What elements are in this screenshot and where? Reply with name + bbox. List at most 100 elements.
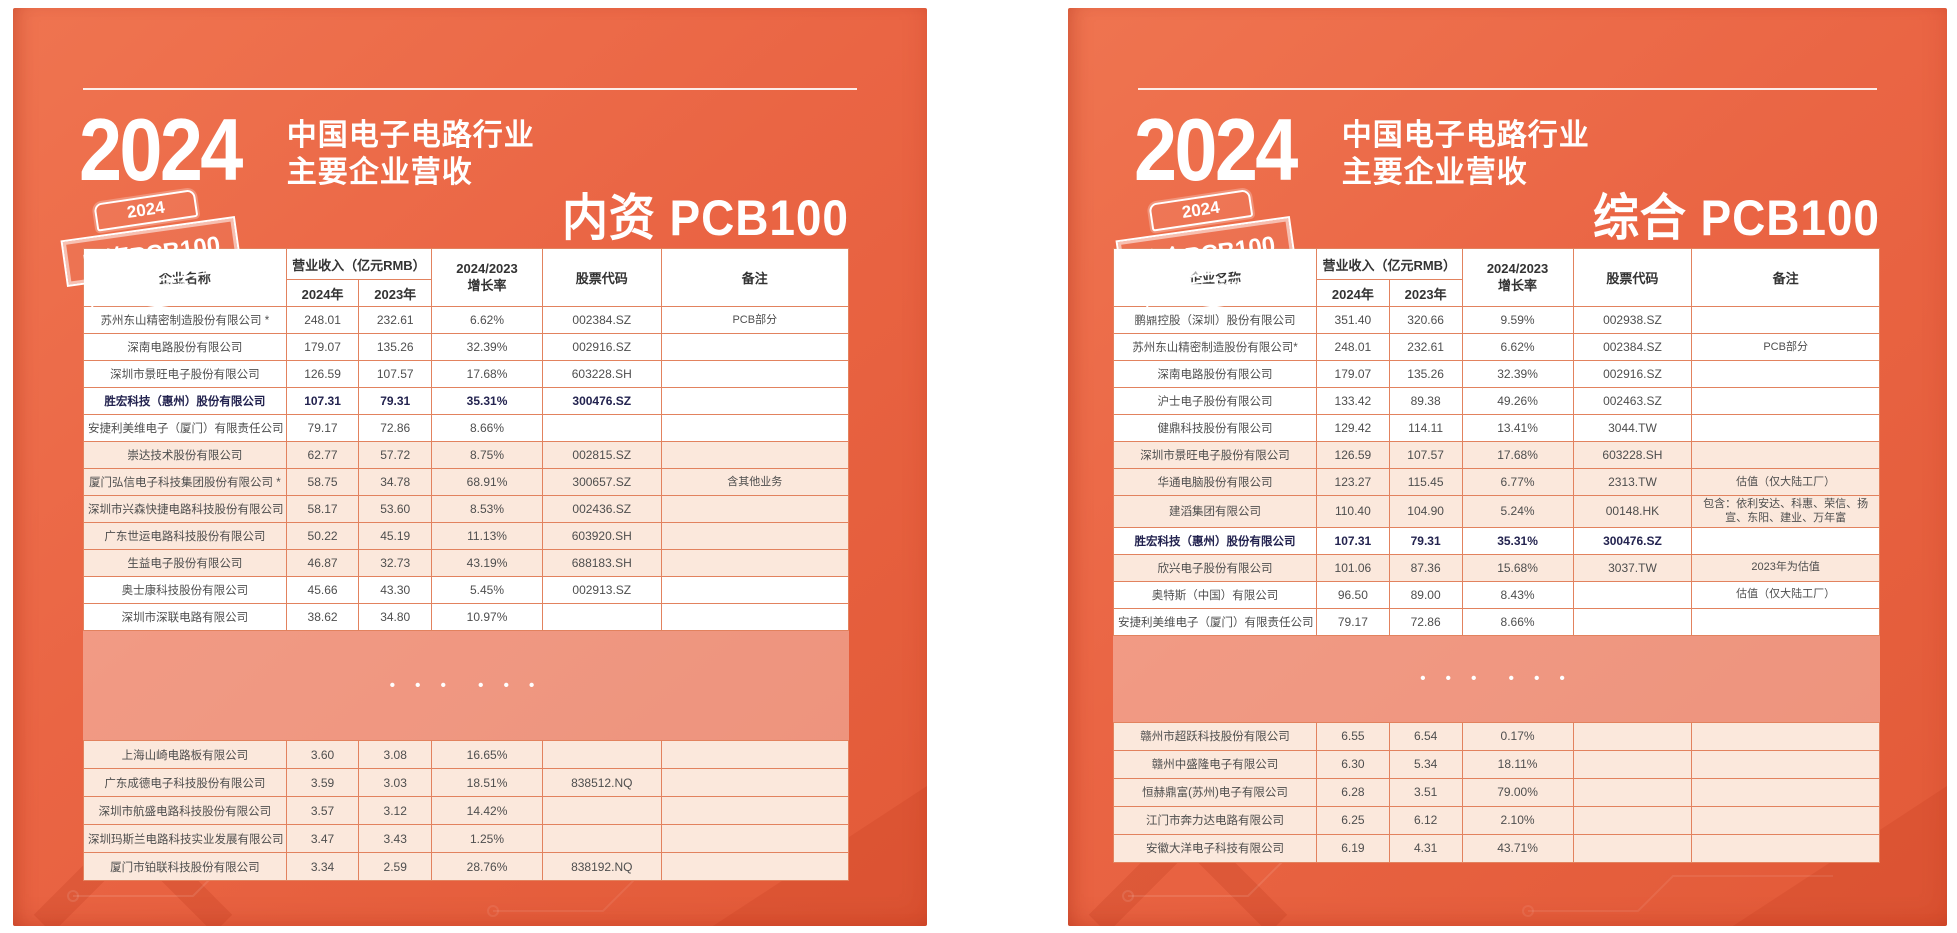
company-cell: 安捷利美维电子（厦门）有限责任公司 xyxy=(1113,607,1317,636)
revenue-2024-cell: 6.55 xyxy=(1315,721,1390,751)
revenue-table-bottom: 赣州市超跃科技股份有限公司 6.55 6.54 0.17% 赣州中盛隆电子有限公司 6.3… xyxy=(1113,721,1880,863)
stock-code-cell: 300476.SZ xyxy=(1572,526,1693,555)
revenue-2024-cell: 133.42 xyxy=(1315,387,1390,415)
header-line2: 主要企业营收 xyxy=(1341,155,1528,189)
remark-cell xyxy=(1691,306,1880,334)
revenue-2023-cell: 232.61 xyxy=(358,306,433,334)
header-line2: 主要企业营收 xyxy=(286,155,473,189)
header-divider xyxy=(83,88,857,90)
table-row: 胜宏科技（惠州）股份有限公司 107.31 79.31 35.31% 300476.SZ xyxy=(1113,526,1880,555)
growth-cell: 35.31% xyxy=(1461,526,1574,555)
company-cell: 深圳市景旺电子股份有限公司 xyxy=(83,360,287,388)
table-row: 安徽大洋电子科技有限公司 6.19 4.31 43.71% xyxy=(1113,833,1880,863)
column-header-stock-code: 股票代码 xyxy=(1572,248,1693,307)
stock-code-cell xyxy=(1572,777,1693,807)
remark-cell xyxy=(660,740,850,769)
table-row: 奥特斯（中国）有限公司 96.50 89.00 8.43% 估值（仅大陆工厂） xyxy=(1113,580,1880,609)
growth-cell: 32.39% xyxy=(431,333,543,361)
growth-cell: 79.00% xyxy=(1461,777,1574,807)
revenue-table-bottom: 上海山崎电路板有限公司 3.60 3.08 16.65% 广东成德电子科技股份有限公司 3… xyxy=(83,740,850,881)
company-cell: 深南电路股份有限公司 xyxy=(1113,360,1317,388)
remark-cell xyxy=(660,603,850,631)
stock-code-cell: 838512.NQ xyxy=(541,768,662,797)
stock-code-cell: 002916.SZ xyxy=(541,333,662,361)
stock-code-cell xyxy=(1572,580,1693,609)
report-header: 2024 中国电子电路行业 主要企业营收 xyxy=(1134,106,1590,194)
table-row: 胜宏科技（惠州）股份有限公司 107.31 79.31 35.31% 300476.SZ xyxy=(83,387,850,415)
table-row: 沪士电子股份有限公司 133.42 89.38 49.26% 002463.SZ xyxy=(1113,387,1880,415)
company-cell: 苏州东山精密制造股份有限公司 * xyxy=(83,306,287,334)
growth-cell: 6.62% xyxy=(431,306,543,334)
revenue-2024-cell: 3.59 xyxy=(285,768,360,797)
revenue-2023-cell: 114.11 xyxy=(1388,414,1463,442)
table-row: 广东世运电路科技股份有限公司 50.22 45.19 11.13% 603920.SH xyxy=(83,522,850,550)
remark-cell xyxy=(1691,607,1880,636)
revenue-2023-cell: 6.54 xyxy=(1388,721,1463,751)
remark-cell xyxy=(1691,777,1880,807)
table-row: 厦门市铂联科技股份有限公司 3.34 2.59 28.76% 838192.NQ xyxy=(83,852,850,881)
table-row: 深南电路股份有限公司 179.07 135.26 32.39% 002916.SZ xyxy=(83,333,850,361)
growth-cell: 1.25% xyxy=(431,824,543,853)
revenue-2023-cell: 53.60 xyxy=(358,495,433,523)
revenue-2024-cell: 3.57 xyxy=(285,796,360,825)
revenue-2023-cell: 320.66 xyxy=(1388,306,1463,334)
remark-cell xyxy=(1691,833,1880,863)
table-row: 深圳市景旺电子股份有限公司 126.59 107.57 17.68% 603228.SH xyxy=(83,360,850,388)
company-cell: 赣州市超跃科技股份有限公司 xyxy=(1113,721,1317,751)
stock-code-cell: 00148.HK xyxy=(1572,495,1693,528)
stock-code-cell: 3044.TW xyxy=(1572,414,1693,442)
revenue-2024-cell: 46.87 xyxy=(285,549,360,577)
remark-cell: 包含：依利安达、科惠、荣信、扬宣、东阳、建业、万年富 xyxy=(1691,495,1880,528)
revenue-tables: 企业名称 营业收入（亿元RMB） 2024/2023 增长率 股票代码 备注 2… xyxy=(1113,248,1880,863)
remark-cell: PCB部分 xyxy=(660,306,850,334)
table-row: 深圳市景旺电子股份有限公司 126.59 107.57 17.68% 603228.SH xyxy=(1113,441,1880,469)
revenue-2023-cell: 87.36 xyxy=(1388,553,1463,582)
column-header-revenue-group: 营业收入（亿元RMB） xyxy=(1315,248,1463,280)
table-row: 恒赫鼎富(苏州)电子有限公司 6.28 3.51 79.00% xyxy=(1113,777,1880,807)
revenue-2024-cell: 107.31 xyxy=(285,387,360,415)
company-cell: 恒赫鼎富(苏州)电子有限公司 xyxy=(1113,777,1317,807)
growth-cell: 28.76% xyxy=(431,852,543,881)
remark-cell: PCB部分 xyxy=(1691,333,1880,361)
company-cell: 胜宏科技（惠州）股份有限公司 xyxy=(83,387,287,415)
header-line1: 中国电子电路行业 xyxy=(286,119,535,152)
company-cell: 深圳市航盛电路科技股份有限公司 xyxy=(83,796,287,825)
stock-code-cell: 002436.SZ xyxy=(541,495,662,523)
revenue-2024-cell: 107.31 xyxy=(1315,526,1390,555)
column-header-remark: 备注 xyxy=(660,248,850,307)
revenue-2023-cell: 89.00 xyxy=(1388,580,1463,609)
company-cell: 健鼎科技股份有限公司 xyxy=(1113,414,1317,442)
revenue-2023-cell: 32.73 xyxy=(358,549,433,577)
remark-cell xyxy=(660,333,850,361)
revenue-2023-cell: 3.43 xyxy=(358,824,433,853)
remark-cell: 估值（仅大陆工厂） xyxy=(1691,580,1880,609)
revenue-2023-cell: 34.78 xyxy=(358,468,433,496)
header-subtitle: 中国电子电路行业 主要企业营收 xyxy=(287,110,535,191)
revenue-2024-cell: 79.17 xyxy=(285,414,360,442)
growth-cell: 5.45% xyxy=(431,576,543,604)
revenue-2024-cell: 248.01 xyxy=(285,306,360,334)
revenue-2023-cell: 104.90 xyxy=(1388,495,1463,528)
stock-code-cell: 603228.SH xyxy=(541,360,662,388)
remark-cell xyxy=(1691,805,1880,835)
table-row: 欣兴电子股份有限公司 101.06 87.36 15.68% 3037.TW 2023年为… xyxy=(1113,553,1880,582)
revenue-2024-cell: 101.06 xyxy=(1315,553,1390,582)
revenue-2024-cell: 248.01 xyxy=(1315,333,1390,361)
revenue-2023-cell: 135.26 xyxy=(1388,360,1463,388)
table-row: 深圳市兴森快捷电路科技股份有限公司 58.17 53.60 8.53% 002436.S… xyxy=(83,495,850,523)
company-cell: 深圳市景旺电子股份有限公司 xyxy=(1113,441,1317,469)
revenue-2024-cell: 3.60 xyxy=(285,740,360,769)
stock-code-cell xyxy=(1572,721,1693,751)
revenue-2023-cell: 135.26 xyxy=(358,333,433,361)
table-row: 建滔集团有限公司 110.40 104.90 5.24% 00148.HK 包含：依利安达… xyxy=(1113,495,1880,528)
growth-cell: 10.97% xyxy=(431,603,543,631)
revenue-2024-cell: 123.27 xyxy=(1315,468,1390,496)
revenue-2023-cell: 5.34 xyxy=(1388,749,1463,779)
stock-code-cell xyxy=(541,824,662,853)
table-row: 深圳玛斯兰电路科技实业发展有限公司 3.47 3.43 1.25% xyxy=(83,824,850,853)
remark-cell xyxy=(1691,441,1880,469)
company-cell: 鹏鼎控股（深圳）股份有限公司 xyxy=(1113,306,1317,334)
report-header: 2024 中国电子电路行业 主要企业营收 xyxy=(79,106,535,194)
revenue-2023-cell: 79.31 xyxy=(1388,526,1463,555)
growth-cell: 11.13% xyxy=(431,522,543,550)
